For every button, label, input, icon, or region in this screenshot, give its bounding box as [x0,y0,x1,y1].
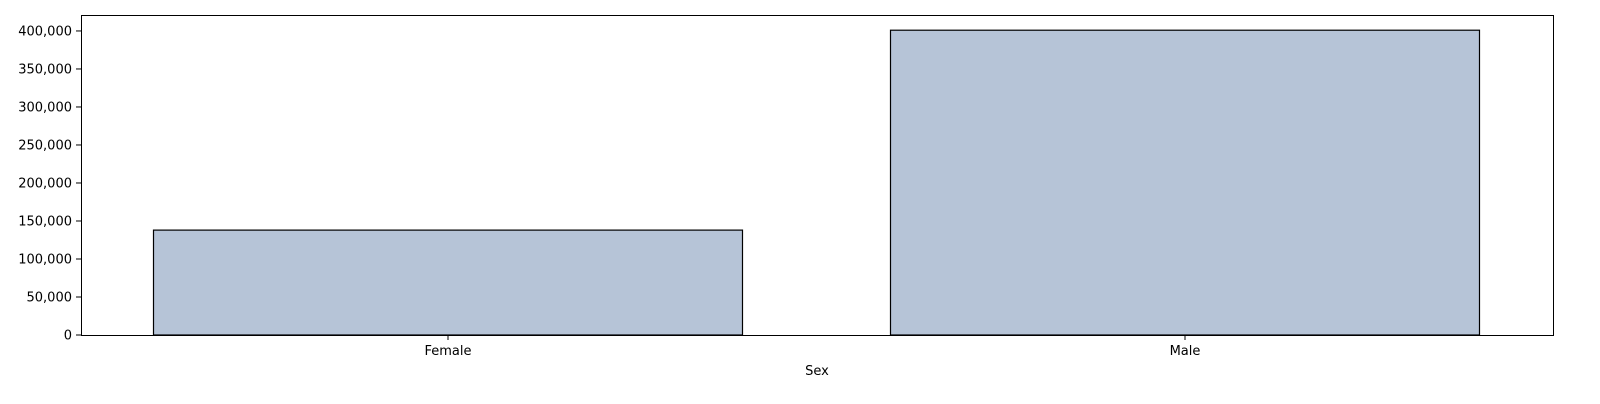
y-tick-label: 100,000 [18,252,72,267]
x-tick-label: Male [1170,344,1201,359]
y-tick-label: 0 [64,329,72,344]
bars-group [152,29,1481,336]
y-tick-label: 50,000 [27,290,73,305]
y-tick-label: 300,000 [18,100,72,115]
x-axis-label: Sex [805,364,829,379]
y-tick-label: 400,000 [18,24,72,39]
y-tick-label: 200,000 [18,176,72,191]
bar-male [889,29,1481,336]
y-tick-label: 250,000 [18,138,72,153]
x-tick-label: Female [424,344,471,359]
y-axis: 0 50,000 100,000 150,000 200,000 250,000 300,0… [18,24,81,344]
x-axis: Female Male [424,335,1200,359]
y-tick-label: 150,000 [18,214,72,229]
bar-female [152,229,744,336]
y-tick-label: 350,000 [18,62,72,77]
plot-frame [81,15,1554,336]
